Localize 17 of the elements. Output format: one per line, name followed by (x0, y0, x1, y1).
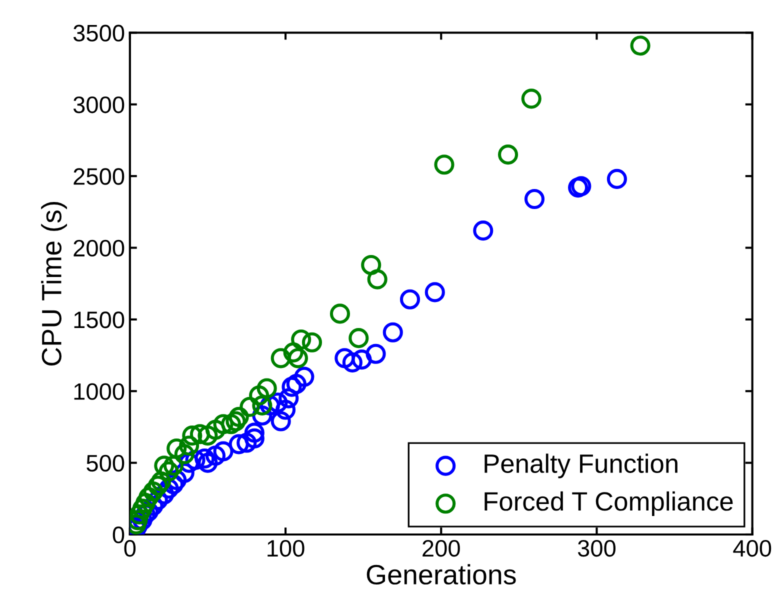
y-tick-label: 1500 (74, 312, 124, 328)
x-tick-label: 400 (733, 540, 772, 557)
y-tick-label: 3000 (73, 96, 124, 114)
y-tick-label: 500 (86, 454, 124, 472)
y-tick-label: 1000 (74, 383, 124, 400)
x-tick-label: 300 (578, 540, 616, 557)
y-tick-label: 0 (112, 526, 124, 544)
x-tick-label: 100 (268, 540, 304, 557)
legend-label: Penalty Function (484, 454, 678, 478)
x-tick-label: 200 (422, 540, 460, 557)
y-tick-label: 2500 (74, 168, 124, 185)
x-tick-label: 0 (124, 540, 136, 557)
legend-label: Forced T Compliance (484, 491, 733, 516)
y-tick-label: 2000 (74, 240, 124, 257)
x-axis-title: Generations (366, 564, 516, 585)
y-tick-label: 3500 (73, 24, 124, 42)
y-axis-title: CPU Time (s) (41, 202, 67, 366)
